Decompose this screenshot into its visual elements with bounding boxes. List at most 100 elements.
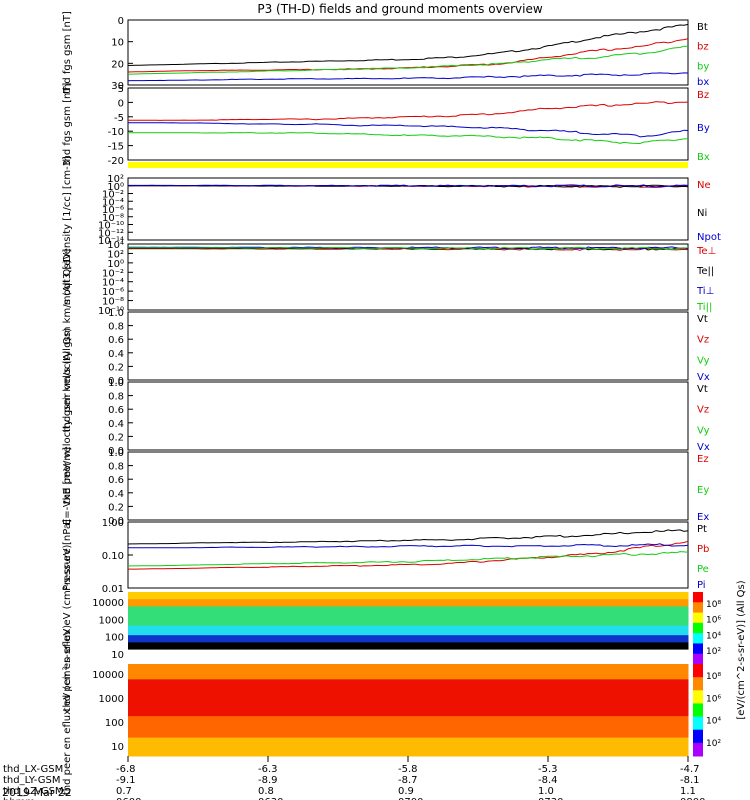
spectrogram-cell — [160, 604, 169, 607]
spectrogram-cell — [136, 608, 145, 612]
spectrogram-cell — [536, 601, 545, 605]
spectrogram-cell — [552, 719, 561, 723]
spectrogram-cell — [648, 635, 657, 639]
spectrogram-cell — [192, 685, 201, 690]
spectrogram-cell — [680, 649, 689, 653]
spectrogram-cell — [568, 599, 577, 603]
spectrogram-cell — [496, 642, 505, 646]
spectrogram-cell — [184, 644, 193, 648]
spectrogram-cell — [168, 661, 177, 665]
spectrogram-cell — [320, 710, 329, 714]
spectrogram-cell — [584, 611, 593, 615]
spectrogram-cell — [264, 640, 273, 643]
spectrogram-cell — [368, 703, 377, 708]
spectrogram-cell — [592, 685, 601, 690]
spectrogram-cell — [352, 630, 361, 634]
spectrogram-cell — [416, 691, 425, 696]
spectrogram-cell — [464, 618, 473, 622]
spectrogram-cell — [168, 606, 177, 610]
spectrogram-cell — [200, 625, 209, 629]
spectrogram-cell — [616, 740, 625, 745]
spectrogram-cell — [488, 682, 497, 686]
spectrogram-cell — [184, 623, 193, 627]
spectrogram-cell — [488, 743, 497, 748]
spectrogram-cell — [576, 706, 585, 711]
spectrogram-cell — [408, 703, 417, 708]
spectrogram-cell — [208, 632, 217, 636]
spectrogram-cell — [664, 654, 673, 658]
spectrogram-cell — [472, 628, 481, 631]
spectrogram-cell — [568, 746, 577, 751]
spectrogram-cell — [536, 685, 545, 690]
tick-label: 10000 — [92, 598, 124, 609]
spectrogram-cell — [680, 630, 689, 634]
spectrogram-cell — [448, 734, 457, 739]
spectrogram-cell — [272, 640, 281, 643]
spectrogram-cell — [240, 740, 249, 745]
spectrogram-cell — [544, 659, 553, 663]
spectrogram-cell — [168, 642, 177, 646]
spectrogram-cell — [640, 728, 649, 732]
spectrogram-cell — [200, 608, 209, 612]
spectrogram-cell — [584, 731, 593, 736]
spectrogram-cell — [360, 731, 369, 736]
spectrogram-cell — [272, 706, 281, 711]
spectrogram-cell — [312, 652, 321, 655]
spectrogram-cell — [528, 642, 537, 646]
spectrogram-cell — [264, 647, 273, 651]
spectrogram-cell — [416, 749, 425, 754]
spectrogram-cell — [680, 596, 689, 600]
spectrogram-cell — [536, 649, 545, 653]
spectrogram-cell — [648, 630, 657, 634]
spectrogram-cell — [680, 722, 689, 726]
spectrogram-cell — [568, 737, 577, 742]
spectrogram-cell — [496, 635, 505, 639]
spectrogram-cell — [272, 618, 281, 622]
spectrogram-cell — [536, 752, 545, 757]
spectrogram-cell — [536, 616, 545, 619]
spectrogram-cell — [328, 734, 337, 739]
spectrogram-cell — [488, 670, 497, 674]
spectrogram-cell — [424, 596, 433, 600]
spectrogram-cell — [656, 656, 665, 660]
spectrogram-cell — [328, 613, 337, 617]
spectrogram-cell — [208, 667, 217, 671]
spectrogram-cell — [656, 635, 665, 639]
spectrogram-cell — [512, 649, 521, 653]
spectrogram-cell — [512, 688, 521, 693]
spectrogram-cell — [496, 596, 505, 600]
spectrogram-cell — [512, 664, 521, 668]
spectrogram-cell — [528, 594, 537, 598]
spectrogram-cell — [384, 661, 393, 665]
spectrogram-cell — [392, 592, 401, 595]
spectrogram-cell — [600, 659, 609, 663]
spectrogram-cell — [472, 682, 481, 686]
spectrogram-cell — [400, 659, 409, 663]
spectrogram-cell — [320, 673, 329, 677]
spectrogram-cell — [320, 635, 329, 639]
spectrogram-cell — [136, 613, 145, 617]
spectrogram-cell — [136, 676, 145, 680]
spectrogram-cell — [432, 601, 441, 605]
spectrogram-cell — [376, 596, 385, 600]
spectrogram-cell — [664, 652, 673, 655]
spectrogram-cell — [584, 725, 593, 729]
spectrogram-cell — [472, 594, 481, 598]
spectrogram-cell — [552, 649, 561, 653]
spectrogram-cell — [368, 743, 377, 748]
spectrogram-cell — [528, 740, 537, 745]
spectrogram-cell — [416, 710, 425, 714]
spectrogram-cell — [424, 667, 433, 671]
spectrogram-cell — [368, 676, 377, 680]
spectrogram-cell — [424, 616, 433, 619]
spectrogram-cell — [592, 606, 601, 610]
spectrogram-cell — [456, 673, 465, 677]
spectrogram-cell — [464, 667, 473, 671]
spectrogram-cell — [216, 652, 225, 655]
spectrogram-cell — [456, 632, 465, 636]
spectrogram-cell — [640, 713, 649, 717]
spectrogram-cell — [480, 667, 489, 671]
spectrogram-cell — [288, 740, 297, 745]
spectrogram-cell — [616, 700, 625, 705]
spectrogram-cell — [456, 722, 465, 726]
